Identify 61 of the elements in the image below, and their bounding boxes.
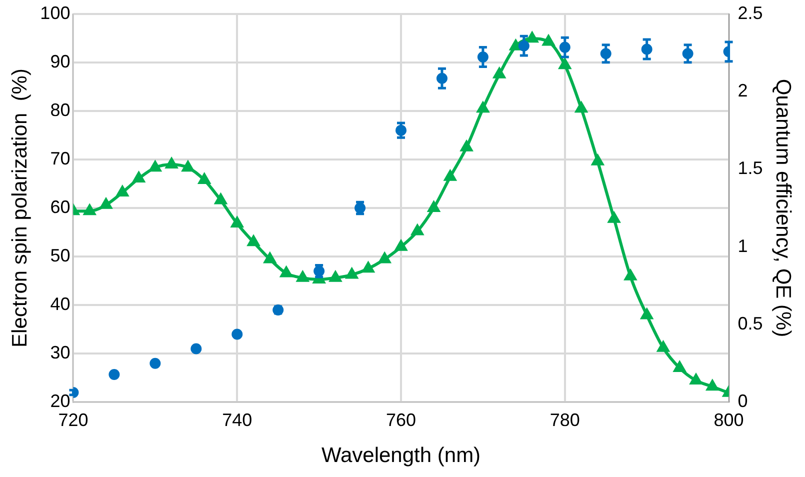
- point: [378, 252, 390, 264]
- point: [526, 32, 538, 43]
- point: [231, 217, 243, 228]
- point: [132, 172, 145, 182]
- point: [559, 58, 571, 70]
- point: [592, 154, 604, 166]
- point: [395, 240, 407, 251]
- point: [542, 35, 554, 46]
- point: [444, 170, 456, 181]
- point: [116, 186, 128, 196]
- point: [214, 194, 227, 204]
- point: [362, 262, 374, 273]
- y-tick-label: 30: [50, 342, 70, 363]
- y2-tick-label: 1: [738, 236, 748, 256]
- point: [477, 102, 489, 113]
- point: [460, 140, 472, 152]
- point: [641, 308, 653, 320]
- x-tick-label: 800: [714, 410, 744, 430]
- point: [296, 271, 309, 282]
- y2-tick-label: 1.5: [738, 158, 763, 178]
- y-tick-label: 90: [50, 51, 70, 72]
- point: [84, 204, 96, 216]
- point: [149, 161, 162, 172]
- y-tick-label: 70: [50, 148, 70, 168]
- x-axis-title: Wavelength (nm): [321, 444, 481, 468]
- point: [412, 224, 424, 236]
- point: [280, 266, 292, 278]
- point: [100, 198, 112, 209]
- point: [264, 252, 276, 264]
- y2-tick-label: 0.5: [738, 313, 763, 334]
- y-tick-label: 80: [50, 100, 70, 120]
- y-tick-label: 50: [50, 246, 70, 266]
- point: [182, 161, 194, 172]
- y2-tick-label: 2: [738, 80, 748, 100]
- x-tick-label: 780: [550, 410, 580, 430]
- point: [330, 271, 342, 282]
- y-axis-title: Electron spin polarization (%): [8, 68, 32, 348]
- point: [690, 374, 702, 384]
- point: [428, 202, 440, 212]
- y-tick-label: 60: [50, 196, 70, 217]
- point: [346, 268, 358, 279]
- x-tick-label: 720: [58, 410, 88, 430]
- point: [575, 102, 588, 113]
- point: [510, 40, 522, 50]
- point: [706, 380, 718, 391]
- y2-tick-label: 0: [738, 391, 748, 412]
- point: [166, 158, 178, 168]
- y-tick-label: 40: [50, 294, 70, 314]
- point: [674, 362, 686, 372]
- y2-tick-label: 2.5: [738, 2, 763, 23]
- y2-axis-title: Quantum efficiency, QE (%): [772, 78, 795, 338]
- point: [624, 270, 636, 280]
- point: [494, 68, 506, 78]
- point: [608, 212, 620, 223]
- point: [248, 236, 260, 246]
- x-tick-label: 760: [386, 410, 416, 430]
- point: [198, 174, 210, 184]
- y-tick-label: 100: [40, 2, 70, 23]
- point: [657, 341, 670, 352]
- y-tick-label: 20: [50, 391, 70, 412]
- x-tick-label: 740: [222, 410, 252, 430]
